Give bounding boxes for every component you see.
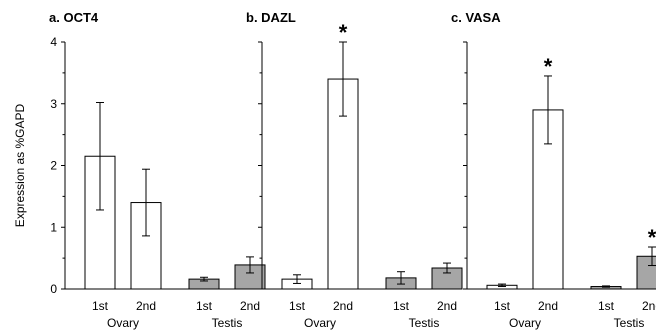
category-label: 1st	[393, 299, 410, 313]
significance-marker: *	[544, 54, 553, 79]
category-label: 2nd	[240, 299, 260, 313]
y-tick-label: 1	[50, 220, 57, 234]
panel-title-0: a. OCT4	[49, 10, 99, 25]
y-tick-label: 4	[50, 35, 57, 49]
y-tick-label: 2	[50, 159, 57, 173]
group-label: Ovary	[509, 316, 541, 330]
category-label: 1st	[92, 299, 109, 313]
category-label: 1st	[494, 299, 511, 313]
group-label: Testis	[212, 316, 243, 330]
panel-title-2: c. VASA	[451, 10, 501, 25]
category-label: 2nd	[136, 299, 156, 313]
category-label: 1st	[598, 299, 615, 313]
y-tick-label: 0	[50, 282, 57, 296]
category-label: 2nd	[642, 299, 656, 313]
group-label: Ovary	[107, 316, 139, 330]
category-label: 2nd	[333, 299, 353, 313]
significance-marker: *	[339, 20, 348, 45]
y-axis-label: Expression as %GAPD	[13, 103, 27, 227]
panel-title-1: b. DAZL	[246, 10, 296, 25]
category-label: 1st	[289, 299, 306, 313]
category-label: 2nd	[437, 299, 457, 313]
group-label: Testis	[409, 316, 440, 330]
category-label: 1st	[196, 299, 213, 313]
bar-2-3	[636, 255, 656, 290]
group-label: Ovary	[304, 316, 336, 330]
category-label: 2nd	[538, 299, 558, 313]
y-tick-label: 3	[50, 97, 57, 111]
group-label: Testis	[614, 316, 645, 330]
significance-marker: *	[648, 225, 656, 250]
